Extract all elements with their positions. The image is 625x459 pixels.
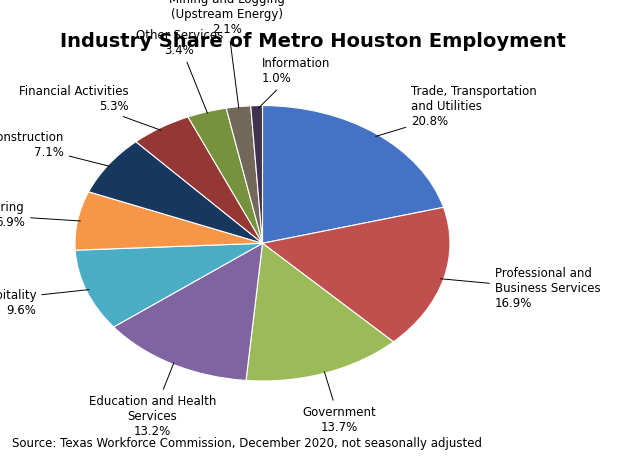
Wedge shape: [75, 192, 262, 250]
Wedge shape: [114, 243, 262, 381]
Wedge shape: [246, 243, 393, 381]
Text: Leisure and Hospitality
9.6%: Leisure and Hospitality 9.6%: [0, 289, 89, 317]
Text: Government
13.7%: Government 13.7%: [302, 372, 376, 434]
Text: Information
1.0%: Information 1.0%: [259, 57, 330, 108]
Wedge shape: [188, 108, 262, 243]
Text: Source: Texas Workforce Commission, December 2020, not seasonally adjusted: Source: Texas Workforce Commission, Dece…: [12, 437, 482, 450]
Text: Financial Activities
5.3%: Financial Activities 5.3%: [19, 85, 161, 130]
Wedge shape: [75, 243, 262, 327]
Text: Manufacturing
6.9%: Manufacturing 6.9%: [0, 201, 81, 229]
Wedge shape: [251, 106, 262, 243]
Wedge shape: [226, 106, 262, 243]
Text: Professional and
Business Services
16.9%: Professional and Business Services 16.9%: [441, 267, 601, 310]
Wedge shape: [262, 106, 444, 243]
Text: Mining and Logging
(Upstream Energy)
2.1%: Mining and Logging (Upstream Energy) 2.1…: [169, 0, 285, 108]
Wedge shape: [136, 117, 262, 243]
Text: Other Services
3.4%: Other Services 3.4%: [136, 29, 223, 113]
Text: Education and Health
Services
13.2%: Education and Health Services 13.2%: [89, 363, 216, 438]
Text: Construction
7.1%: Construction 7.1%: [0, 131, 111, 167]
Wedge shape: [262, 207, 450, 342]
Wedge shape: [89, 142, 262, 243]
Text: Trade, Transportation
and Utilities
20.8%: Trade, Transportation and Utilities 20.8…: [376, 85, 537, 136]
Text: Industry Share of Metro Houston Employment: Industry Share of Metro Houston Employme…: [59, 32, 566, 51]
